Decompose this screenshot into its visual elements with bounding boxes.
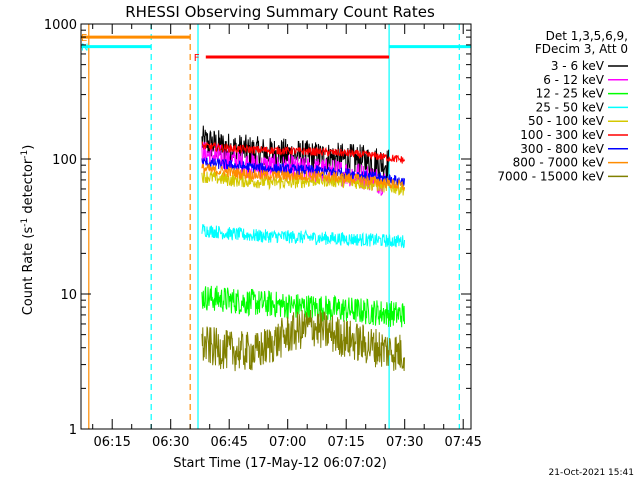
- y-tick-label-3: 1000: [44, 18, 77, 33]
- series-line-5: [201, 140, 405, 164]
- y-axis-label-sup2: -1: [20, 150, 30, 159]
- legend-label-1: 6 - 12 keV: [543, 73, 605, 87]
- plot-area: EN F: [81, 24, 471, 429]
- legend-label-4: 50 - 100 keV: [528, 114, 605, 128]
- x-tick-label-5: 07:30: [386, 435, 423, 450]
- series-line-6: [201, 157, 405, 187]
- x-tick-label-6: 07:45: [444, 435, 481, 450]
- x-tick-label-1: 06:30: [152, 435, 189, 450]
- y-axis-label: Count Rate (s-1 detector-1): [20, 145, 36, 316]
- flag-label-E: E: [81, 33, 87, 44]
- y-axis-label-main: Count Rate (s: [21, 227, 36, 316]
- y-tick-label-1: 10: [60, 288, 77, 303]
- y-axis-label-end: ): [21, 145, 36, 150]
- flag-label-F: F: [194, 53, 200, 64]
- y-tick-label-0: 1: [69, 423, 77, 438]
- legend-label-7: 800 - 7000 keV: [513, 156, 605, 170]
- legend-label-5: 100 - 300 keV: [520, 128, 604, 142]
- legend-label-3: 25 - 50 keV: [536, 100, 605, 114]
- y-axis-label-mid: detector: [21, 158, 36, 218]
- footer-timestamp: 21-Oct-2021 15:41: [549, 468, 634, 478]
- plot-frame: [80, 23, 472, 430]
- series-line-4: [201, 170, 405, 196]
- x-tick-label-2: 06:45: [210, 435, 247, 450]
- x-tick-label-3: 07:00: [269, 435, 306, 450]
- series-line-2: [201, 285, 405, 328]
- x-axis: 06:15 06:30 06:45 07:00 07:15 07:30 07:45: [92, 24, 482, 450]
- legend: Det 1,3,5,6,9, FDecim 3, Att 0 3 - 6 keV…: [497, 29, 628, 183]
- y-axis: 1 10 100 1000: [44, 18, 471, 438]
- legend-label-8: 7000 - 15000 keV: [497, 169, 604, 183]
- legend-label-2: 12 - 25 keV: [536, 87, 605, 101]
- x-tick-label-4: 07:15: [327, 435, 364, 450]
- x-tick-label-0: 06:15: [93, 435, 130, 450]
- legend-header-line-2: FDecim 3, Att 0: [535, 42, 628, 56]
- x-axis-label: Start Time (17-May-12 06:07:02): [173, 456, 387, 471]
- legend-label-6: 300 - 800 keV: [520, 142, 604, 156]
- y-tick-label-2: 100: [52, 153, 77, 168]
- series-line-3: [201, 223, 405, 249]
- y-axis-label-sup1: -1: [20, 218, 30, 227]
- legend-header-line-1: Det 1,3,5,6,9,: [546, 29, 628, 43]
- series-line-7: [201, 163, 405, 191]
- flag-label-N: N: [81, 43, 88, 54]
- series-line-8: [201, 309, 405, 372]
- legend-label-0: 3 - 6 keV: [551, 59, 605, 73]
- chart-title: RHESSI Observing Summary Count Rates: [125, 3, 435, 21]
